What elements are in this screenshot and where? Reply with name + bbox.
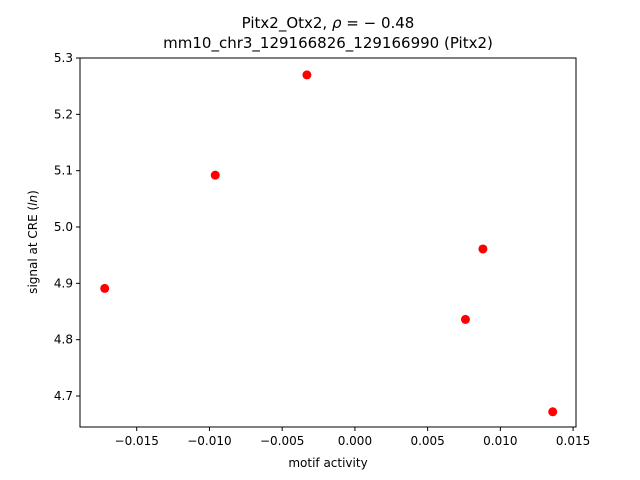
y-axis-ticks: 4.7 4.8 4.9 5.0 5.1 5.2 5.3 — [54, 51, 80, 403]
y-tick-label: 5.0 — [54, 220, 73, 234]
chart-title-line-1: Pitx2_Otx2, ρ = − 0.48 — [242, 14, 415, 33]
x-axis-label: motif activity — [288, 456, 367, 470]
data-point-5 — [478, 244, 488, 254]
x-tick-label: −0.010 — [187, 434, 231, 448]
y-tick-label: 5.1 — [54, 164, 73, 178]
chart-title-prefix: Pitx2_Otx2, — [242, 14, 332, 33]
x-tick-label: 0.005 — [410, 434, 444, 448]
y-axis-label-prefix: signal at CRE ( — [26, 206, 40, 294]
x-tick-label: 0.010 — [483, 434, 517, 448]
y-axis-label: signal at CRE (ln) — [26, 190, 40, 294]
y-tick-label: 4.7 — [54, 389, 73, 403]
x-tick-label: −0.005 — [260, 434, 304, 448]
data-point-2 — [210, 170, 220, 180]
chart-title-line-2: mm10_chr3_129166826_129166990 (Pitx2) — [163, 34, 493, 53]
x-tick-label: 0.000 — [338, 434, 372, 448]
x-tick-label: 0.015 — [556, 434, 590, 448]
x-tick-label: −0.015 — [115, 434, 159, 448]
x-axis-ticks: −0.015 −0.010 −0.005 0.000 0.005 0.010 0.015 — [115, 427, 590, 448]
data-point-4 — [460, 314, 470, 324]
data-point-6 — [548, 407, 558, 417]
data-point-3 — [302, 70, 312, 80]
y-tick-label: 4.9 — [54, 276, 73, 290]
plot-frame — [79, 57, 577, 428]
y-tick-label: 5.3 — [54, 51, 73, 65]
data-points — [100, 70, 558, 417]
y-tick-label: 4.8 — [54, 333, 73, 347]
y-axis-label-italic: ln — [26, 195, 40, 206]
chart-title-rho-value: = − 0.48 — [342, 14, 415, 32]
data-point-1 — [100, 283, 110, 293]
chart-title-rho: ρ — [332, 14, 342, 32]
y-tick-label: 5.2 — [54, 107, 73, 121]
y-axis-label-suffix: ) — [26, 190, 40, 195]
